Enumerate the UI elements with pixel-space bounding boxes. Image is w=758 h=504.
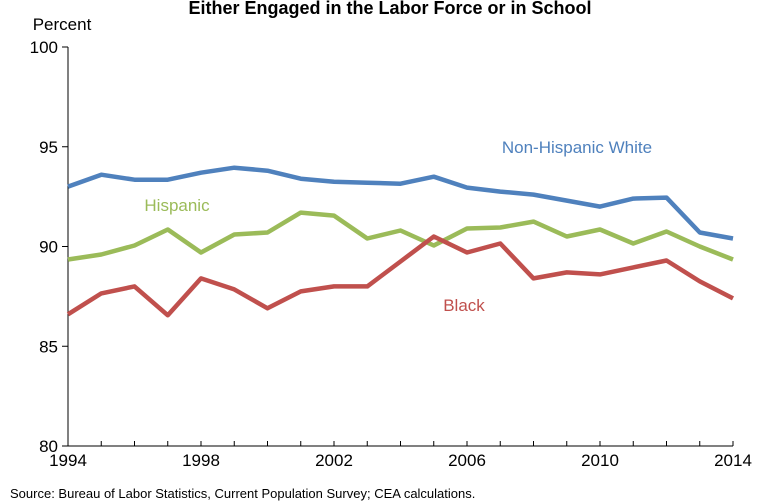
series-line-black: [66, 234, 735, 318]
y-tick-label: 85: [39, 337, 58, 356]
series-line-hispanic: [67, 210, 734, 262]
source-note: Source: Bureau of Labor Statistics, Curr…: [10, 486, 475, 501]
y-tick-label: 90: [39, 238, 58, 257]
chart-title: Either Engaged in the Labor Force or in …: [188, 0, 591, 18]
x-tick-label: 2014: [714, 451, 752, 470]
x-tick-label: 2002: [315, 451, 353, 470]
series-label-non-hispanic-white: Non-Hispanic White: [502, 138, 652, 157]
y-tick-label: 100: [30, 38, 58, 57]
y-tick-label: 80: [39, 437, 58, 456]
x-tick-label: 1998: [182, 451, 220, 470]
series-line-non-hispanic-white: [67, 165, 734, 241]
y-axis-unit-label: Percent: [33, 15, 92, 34]
y-tick-label: 95: [39, 138, 58, 157]
x-tick-label: 2010: [581, 451, 619, 470]
series-label-black: Black: [443, 296, 485, 315]
x-tick-label: 2006: [448, 451, 486, 470]
x-tick-label: 1994: [49, 451, 87, 470]
plot-area: 80 85 90 95 100 1994 1998 2002 2006 2010 2014 Non-H…: [30, 38, 752, 470]
series-label-hispanic: Hispanic: [144, 196, 210, 215]
